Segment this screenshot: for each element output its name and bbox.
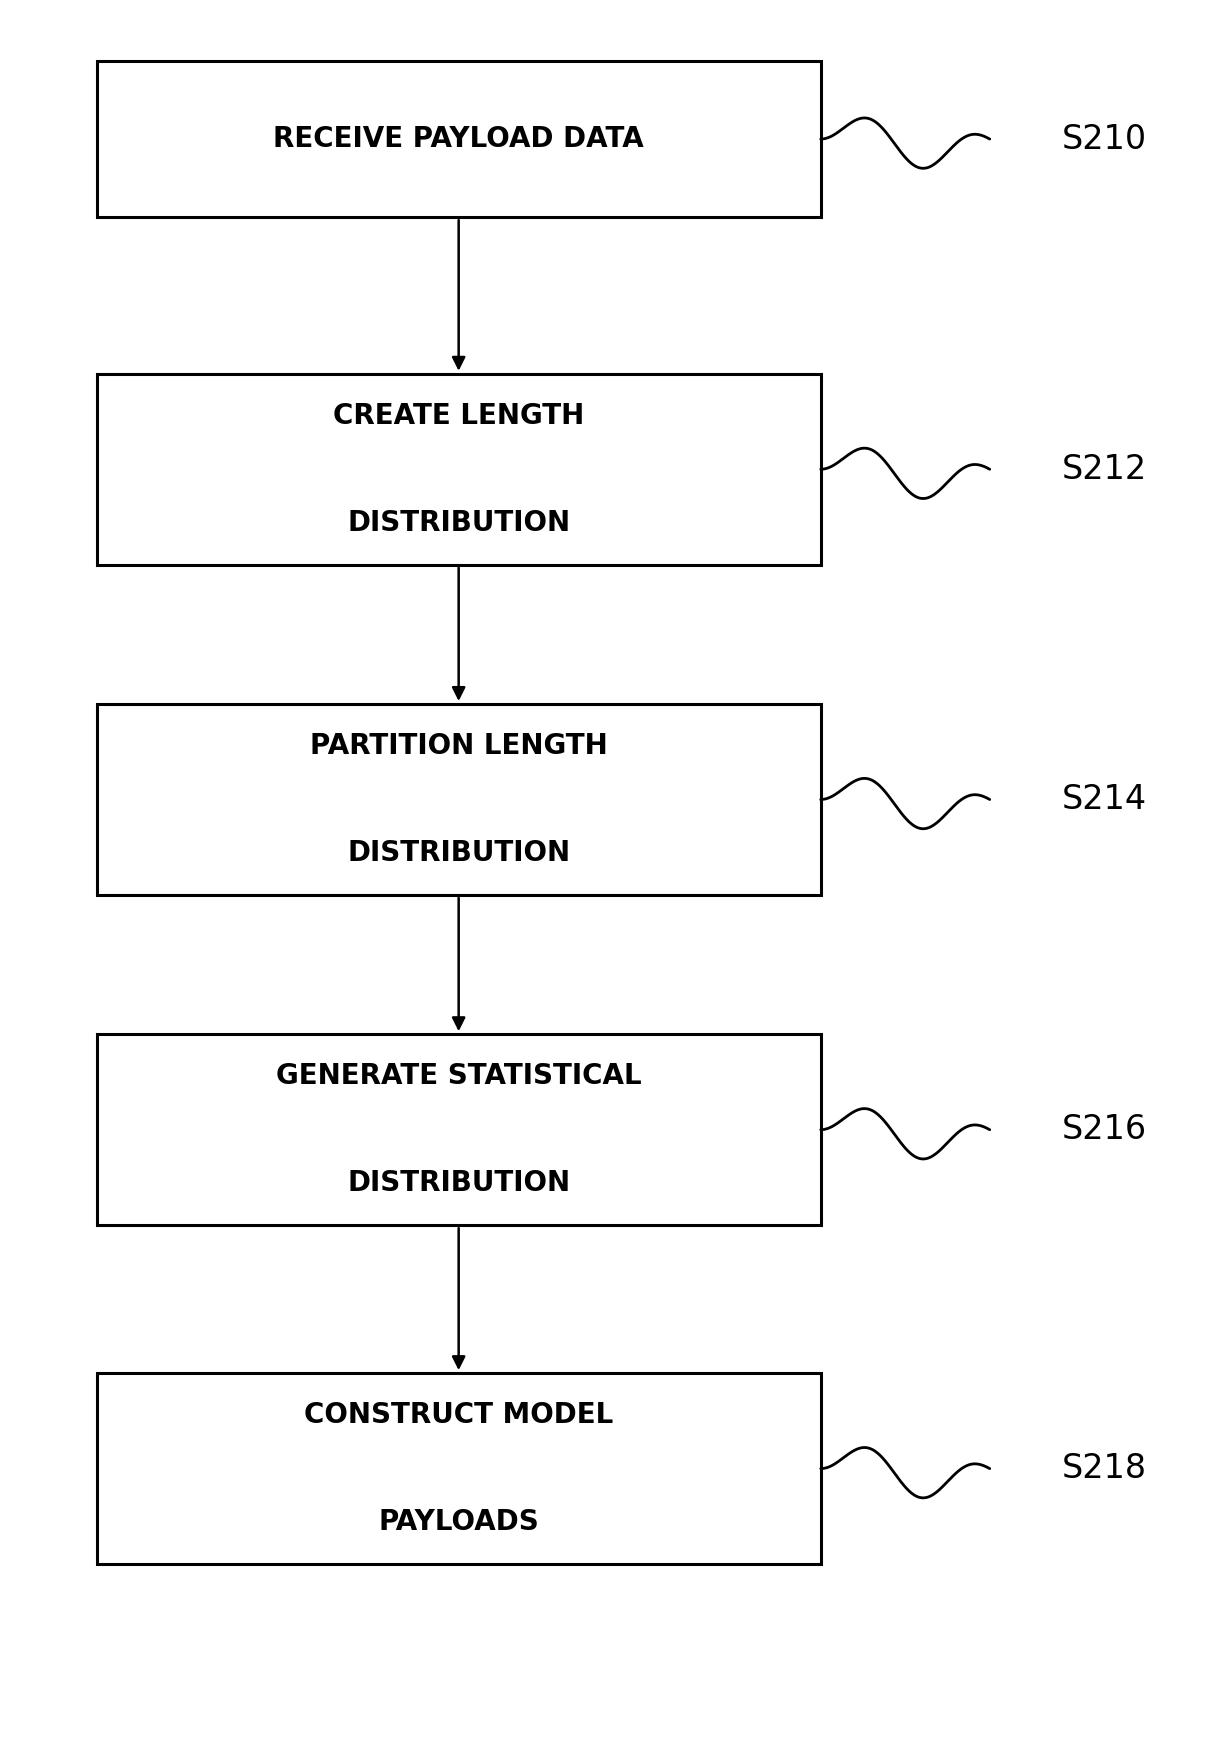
Text: S214: S214: [1062, 784, 1148, 815]
Text: S212: S212: [1062, 454, 1148, 485]
Text: S218: S218: [1062, 1453, 1147, 1484]
FancyArrowPatch shape: [453, 1229, 465, 1368]
Text: GENERATE STATISTICAL: GENERATE STATISTICAL: [276, 1062, 641, 1090]
FancyBboxPatch shape: [97, 1373, 821, 1564]
FancyBboxPatch shape: [97, 704, 821, 895]
Text: DISTRIBUTION: DISTRIBUTION: [348, 839, 570, 867]
FancyBboxPatch shape: [97, 374, 821, 565]
FancyArrowPatch shape: [453, 221, 465, 368]
Text: PAYLOADS: PAYLOADS: [378, 1509, 540, 1536]
Text: CREATE LENGTH: CREATE LENGTH: [333, 401, 584, 429]
Text: S216: S216: [1062, 1114, 1148, 1145]
Text: DISTRIBUTION: DISTRIBUTION: [348, 509, 570, 537]
FancyArrowPatch shape: [453, 568, 465, 699]
Text: CONSTRUCT MODEL: CONSTRUCT MODEL: [304, 1401, 613, 1429]
Text: DISTRIBUTION: DISTRIBUTION: [348, 1170, 570, 1197]
FancyBboxPatch shape: [97, 1034, 821, 1225]
FancyArrowPatch shape: [453, 899, 465, 1029]
FancyBboxPatch shape: [97, 61, 821, 217]
Text: S210: S210: [1062, 123, 1148, 155]
Text: RECEIVE PAYLOAD DATA: RECEIVE PAYLOAD DATA: [273, 125, 645, 153]
Text: PARTITION LENGTH: PARTITION LENGTH: [310, 732, 607, 760]
